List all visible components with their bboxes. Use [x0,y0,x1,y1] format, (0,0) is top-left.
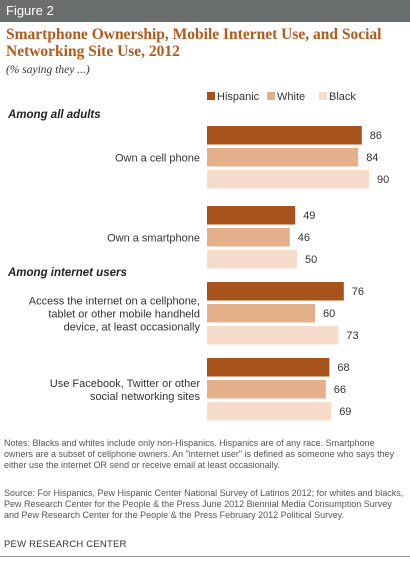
bar-hispanic [207,126,362,145]
bar-hispanic [207,358,330,377]
data-label: 76 [352,286,364,298]
bar-black [207,250,297,269]
chart-title: Smartphone Ownership, Mobile Internet Us… [6,26,382,60]
data-label: 69 [339,406,351,418]
legend-swatch-hispanic [207,92,215,100]
category-label: Use Facebook, Twitter or other [50,378,201,390]
category-label: tablet or other mobile handheld [48,308,200,320]
data-label: 86 [370,130,382,142]
bar-black [207,402,332,421]
chart-notes: Notes: Blacks and whites include only no… [4,438,395,470]
category-label: Own a smartphone [107,232,200,244]
category-label: Own a cell phone [115,152,200,164]
legend-swatch-black [319,92,327,100]
data-label: 90 [377,174,389,186]
data-label: 84 [366,152,378,164]
legend-label-black: Black [329,91,356,103]
section-heading: Among all adults [7,109,101,121]
legend-label-hispanic: Hispanic [217,91,260,103]
bar-black [207,326,339,345]
data-label: 60 [323,308,335,320]
chart-subtitle: (% saying they ...) [6,64,90,76]
legend-label-white: White [277,91,305,103]
legend-swatch-white [267,92,275,100]
category-label: Access the internet on a cellphone, [29,295,200,307]
bar-white [207,304,315,323]
chart-source: Source: For Hispanics, Pew Hispanic Cent… [4,488,404,520]
brand-footer: PEW RESEARCH CENTER [4,539,127,550]
data-label: 68 [337,362,349,374]
bar-hispanic [207,282,344,301]
bar-white [207,148,359,167]
figure-label: Figure 2 [0,0,410,22]
data-label: 50 [305,254,317,266]
bar-black [207,170,369,189]
data-label: 73 [346,330,358,342]
bar-white [207,380,326,399]
category-label: device, at least occasionally [64,321,201,333]
bar-chart: Hispanic White Black Among all adults 86 84 90… [7,91,389,421]
bar-white [207,228,290,247]
section-heading: Among internet users [7,267,127,279]
bottom-divider [0,556,410,557]
data-label: 66 [334,384,346,396]
data-label: 46 [298,232,310,244]
bar-hispanic [207,206,296,225]
category-label: social networking sites [90,391,201,403]
data-label: 49 [303,210,315,222]
